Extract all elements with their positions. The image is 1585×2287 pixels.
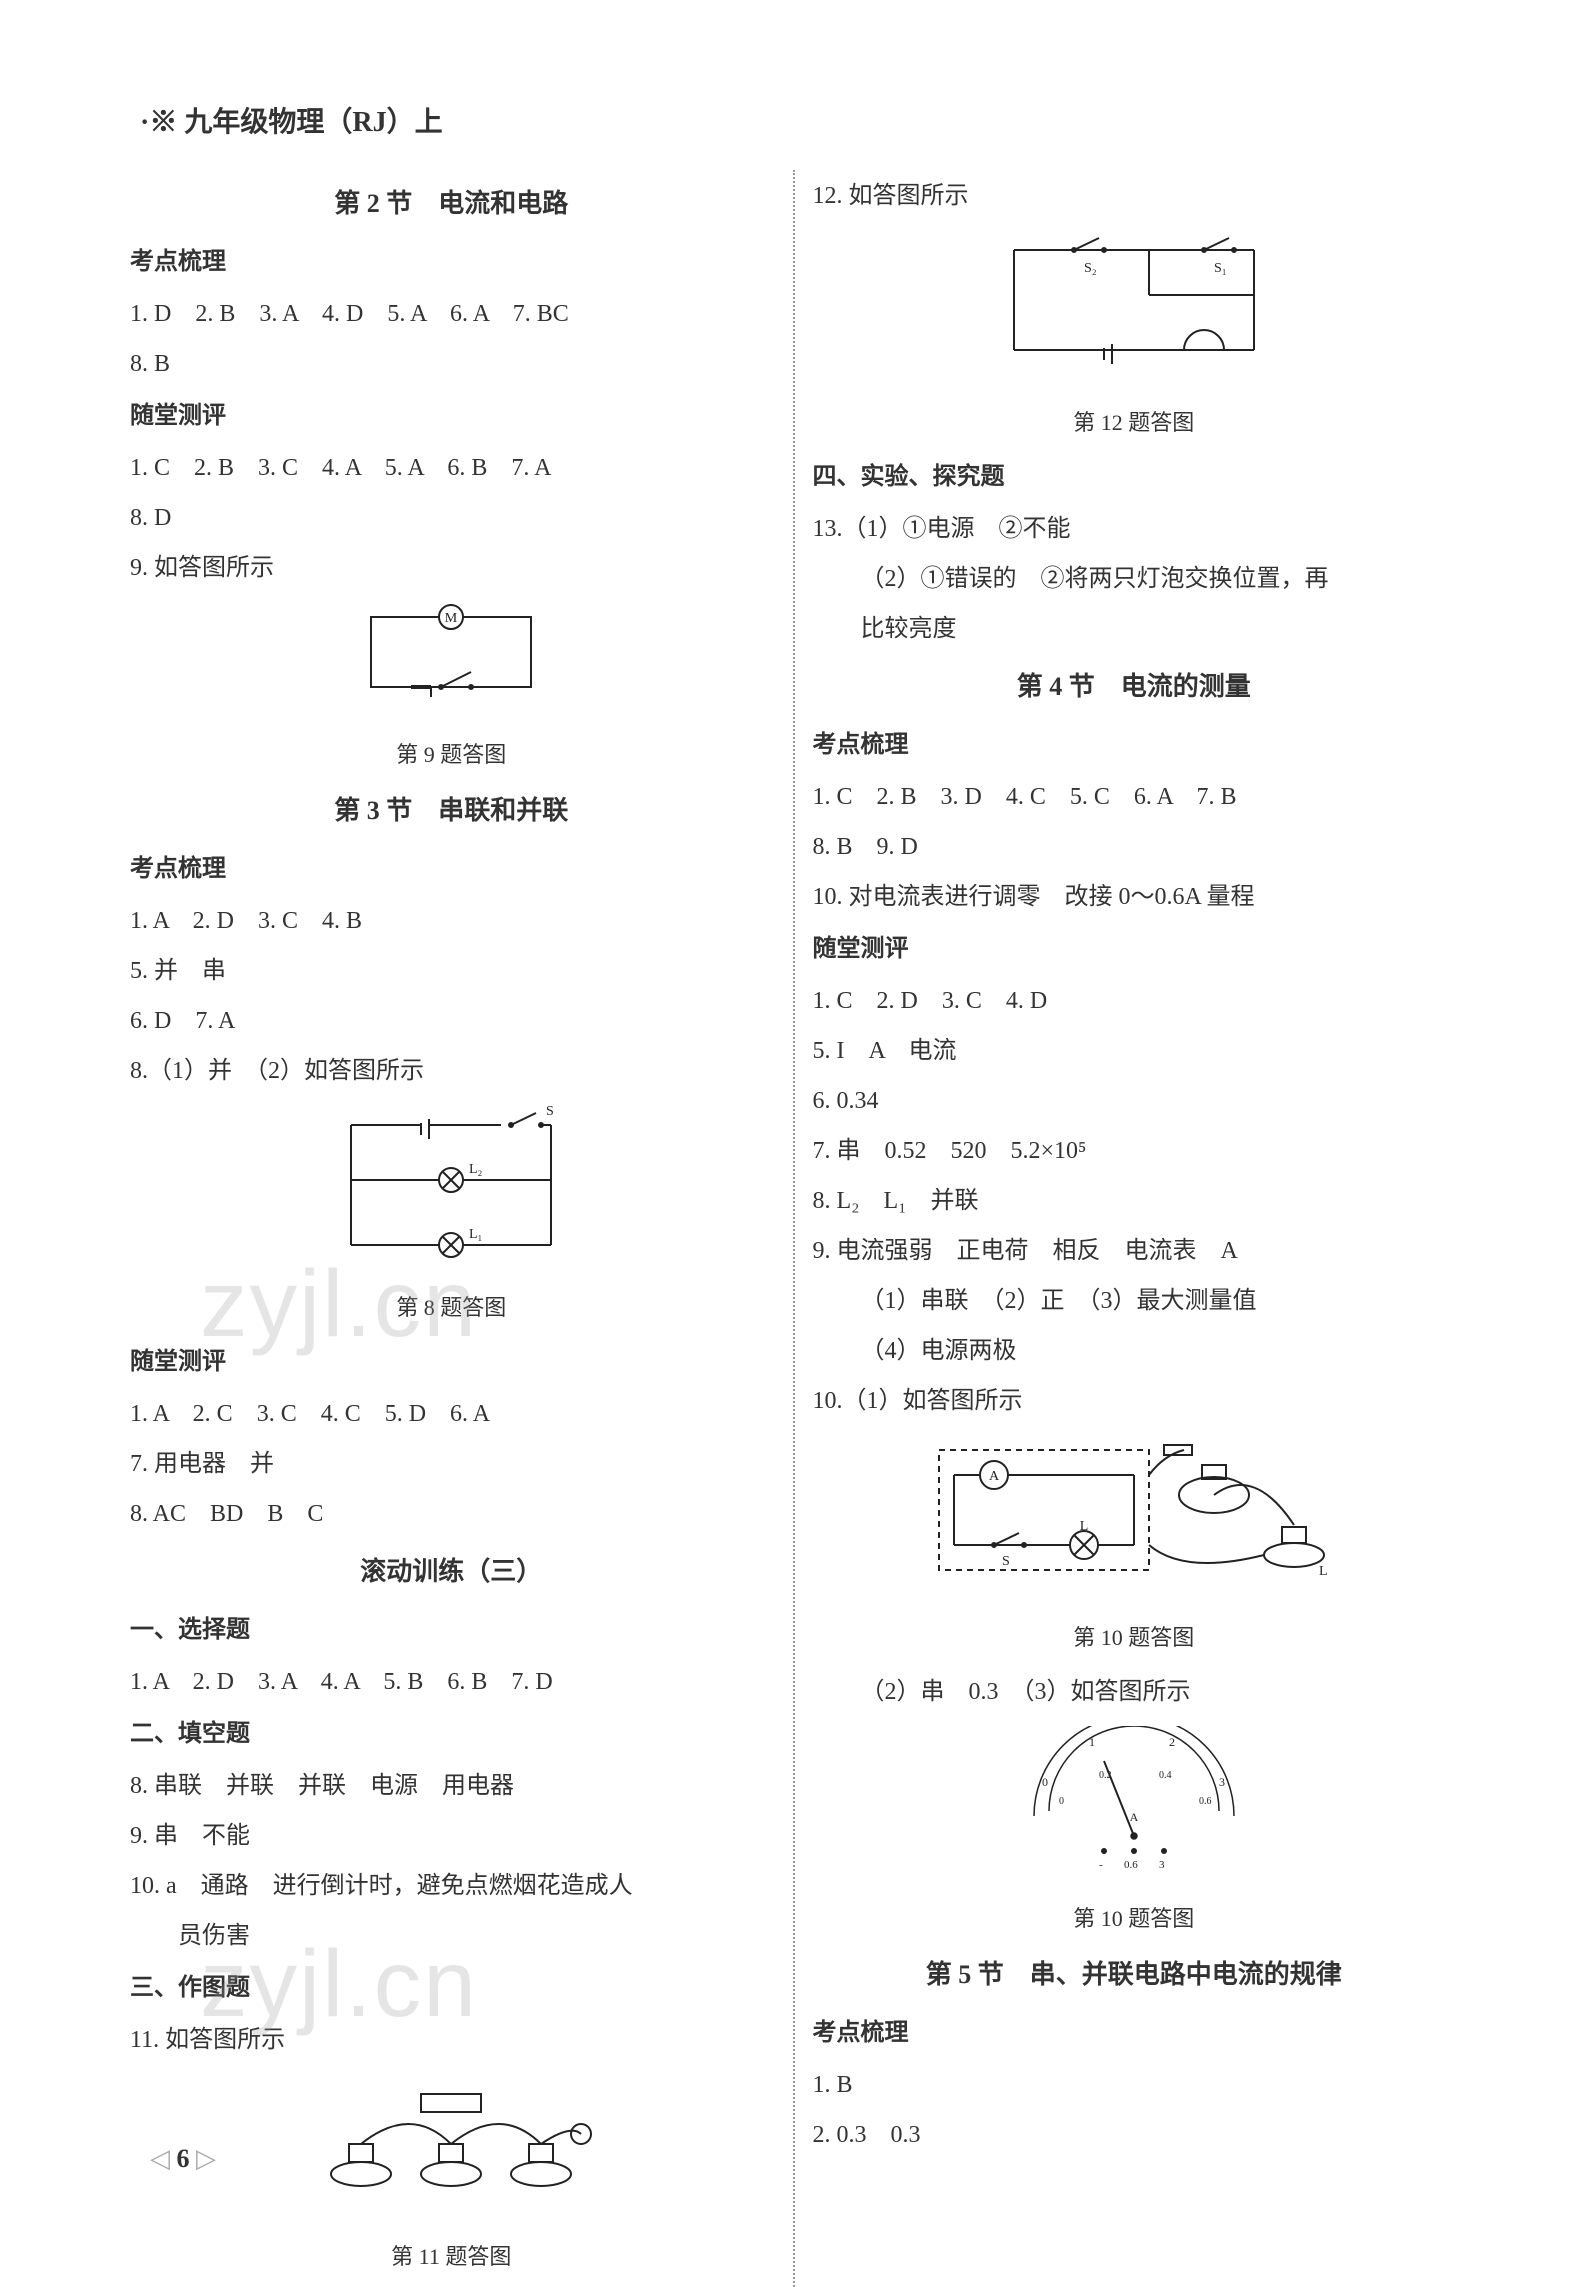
kdsl-heading: 考点梳理 xyxy=(130,845,773,893)
answer-line: 比较亮度 xyxy=(813,605,1456,653)
stcp-heading: 随堂测评 xyxy=(130,1338,773,1386)
figure-q10b: 0 1 2 3 0 0.2 0.4 0.6 A - 0.6 3 xyxy=(813,1726,1456,1893)
range-label: 0.6 xyxy=(1124,1859,1138,1871)
answer-line: 1. A 2. C 3. C 4. C 5. D 6. A xyxy=(130,1390,773,1438)
answer-line: 12. 如答图所示 xyxy=(813,172,1456,220)
sec2-title: 第 2 节 电流和电路 xyxy=(130,178,773,230)
answer-line: 1. B xyxy=(813,2061,1456,2109)
answer-line: 9. 串 不能 xyxy=(130,1812,773,1860)
lamp-label: L₂ xyxy=(469,1162,483,1177)
answer-line: 1. C 2. D 3. C 4. D xyxy=(813,977,1456,1025)
answer-line: 8. D xyxy=(130,494,773,542)
answer-line: 5. I A 电流 xyxy=(813,1027,1456,1075)
answer-line: 1. A 2. D 3. C 4. B xyxy=(130,897,773,945)
answer-line: 9. 如答图所示 xyxy=(130,544,773,592)
answer-line: 1. C 2. B 3. D 4. C 5. C 6. A 7. B xyxy=(813,773,1456,821)
answer-line: 11. 如答图所示 xyxy=(130,2016,773,2064)
answer-line: 8. B xyxy=(130,340,773,388)
fig9-caption: 第 9 题答图 xyxy=(130,733,773,777)
answer-line: （1）串联 （2）正 （3）最大测量值 xyxy=(813,1277,1456,1325)
figure-q11 xyxy=(130,2074,773,2231)
lamp-label: L xyxy=(1319,1564,1328,1579)
subtick-label: 0.4 xyxy=(1159,1770,1172,1781)
answer-line: 员伤害 xyxy=(130,1912,773,1960)
answer-line: 1. A 2. D 3. A 4. A 5. B 6. B 7. D xyxy=(130,1658,773,1706)
answer-line: （2）①错误的 ②将两只灯泡交换位置，再 xyxy=(813,555,1456,603)
figure-q10a: A S L L xyxy=(813,1435,1456,1612)
fig12-caption: 第 12 题答图 xyxy=(813,401,1456,445)
sec4-title: 第 4 节 电流的测量 xyxy=(813,661,1456,713)
subtick-label: 0.2 xyxy=(1099,1770,1112,1781)
fig10a-caption: 第 10 题答图 xyxy=(813,1616,1456,1660)
roll-h3: 三、作图题 xyxy=(130,1964,773,2012)
tick-label: 1 xyxy=(1089,1735,1095,1749)
column-divider xyxy=(793,170,795,2287)
subtick-label: 0 xyxy=(1059,1796,1064,1807)
tick-label: 3 xyxy=(1219,1775,1225,1789)
answer-line: 1. C 2. B 3. C 4. A 5. A 6. B 7. A xyxy=(130,444,773,492)
answer-line: 6. 0.34 xyxy=(813,1077,1456,1125)
answer-line: 13.（1）①电源 ②不能 xyxy=(813,505,1456,553)
range-label: 3 xyxy=(1159,1859,1165,1871)
page-header: ·※ 九年级物理（RJ）上 xyxy=(130,100,1455,140)
fig10b-caption: 第 10 题答图 xyxy=(813,1897,1456,1941)
switch-label: S₁ xyxy=(1214,261,1227,276)
tick-label: 0 xyxy=(1042,1775,1048,1789)
header-text: 九年级物理（RJ）上 xyxy=(184,107,442,138)
answer-line: 2. 0.3 0.3 xyxy=(813,2111,1456,2159)
roll-h4: 四、实验、探究题 xyxy=(813,453,1456,501)
answer-line: 6. D 7. A xyxy=(130,997,773,1045)
right-column: 12. 如答图所示 S₂ S₁ 第 12 题答图 xyxy=(813,170,1456,2287)
figure-q12: S₂ S₁ xyxy=(813,230,1456,397)
subtick-label: 0.6 xyxy=(1199,1796,1212,1807)
kdsl-heading: 考点梳理 xyxy=(813,721,1456,769)
fig11-caption: 第 11 题答图 xyxy=(130,2235,773,2279)
roll-h2: 二、填空题 xyxy=(130,1710,773,1758)
content-columns: 第 2 节 电流和电路 考点梳理 1. D 2. B 3. A 4. D 5. … xyxy=(130,170,1455,2287)
answer-line: （4）电源两极 xyxy=(813,1327,1456,1375)
lamp-label: L₁ xyxy=(469,1227,482,1242)
figure-q8: S L₂ L₁ xyxy=(130,1105,773,1282)
answer-line: 8. L₂ L₁ 并联 xyxy=(813,1177,1456,1225)
answer-line: 8.（1）并 （2）如答图所示 xyxy=(130,1047,773,1095)
sec5-title: 第 5 节 串、并联电路中电流的规律 xyxy=(813,1949,1456,2001)
ammeter-label: A xyxy=(989,1469,1000,1484)
kdsl-heading: 考点梳理 xyxy=(130,238,773,286)
kdsl-heading: 考点梳理 xyxy=(813,2009,1456,2057)
answer-line: （2）串 0.3 （3）如答图所示 xyxy=(813,1668,1456,1716)
page-number: 6 xyxy=(150,2144,216,2174)
switch-label: S xyxy=(1002,1554,1010,1569)
answer-line: 8. AC BD B C xyxy=(130,1490,773,1538)
answer-line: 9. 电流强弱 正电荷 相反 电流表 A xyxy=(813,1227,1456,1275)
switch-label: S xyxy=(546,1105,554,1119)
answer-line: 10.（1）如答图所示 xyxy=(813,1377,1456,1425)
lamp-label: L xyxy=(1079,1519,1088,1534)
range-label: - xyxy=(1099,1859,1103,1871)
answer-line: 7. 串 0.52 520 5.2×10⁵ xyxy=(813,1127,1456,1175)
answer-line: 7. 用电器 并 xyxy=(130,1440,773,1488)
answer-line: 10. 对电流表进行调零 改接 0～0.6A 量程 xyxy=(813,873,1456,921)
answer-line: 1. D 2. B 3. A 4. D 5. A 6. A 7. BC xyxy=(130,290,773,338)
tick-label: 2 xyxy=(1169,1735,1175,1749)
left-column: 第 2 节 电流和电路 考点梳理 1. D 2. B 3. A 4. D 5. … xyxy=(130,170,773,2287)
roll-title: 滚动训练（三） xyxy=(130,1546,773,1598)
answer-line: 8. B 9. D xyxy=(813,823,1456,871)
answer-line: 8. 串联 并联 并联 电源 用电器 xyxy=(130,1762,773,1810)
motor-label: M xyxy=(445,611,458,626)
roll-h1: 一、选择题 xyxy=(130,1606,773,1654)
figure-q9: M xyxy=(130,602,773,729)
answer-line: 5. 并 串 xyxy=(130,947,773,995)
answer-line: 10. a 通路 进行倒计时，避免点燃烟花造成人 xyxy=(130,1862,773,1910)
unit-label: A xyxy=(1129,1810,1138,1824)
stcp-heading: 随堂测评 xyxy=(813,925,1456,973)
stcp-heading: 随堂测评 xyxy=(130,392,773,440)
fig8-caption: 第 8 题答图 xyxy=(130,1286,773,1330)
sec3-title: 第 3 节 串联和并联 xyxy=(130,785,773,837)
switch-label: S₂ xyxy=(1084,261,1097,276)
